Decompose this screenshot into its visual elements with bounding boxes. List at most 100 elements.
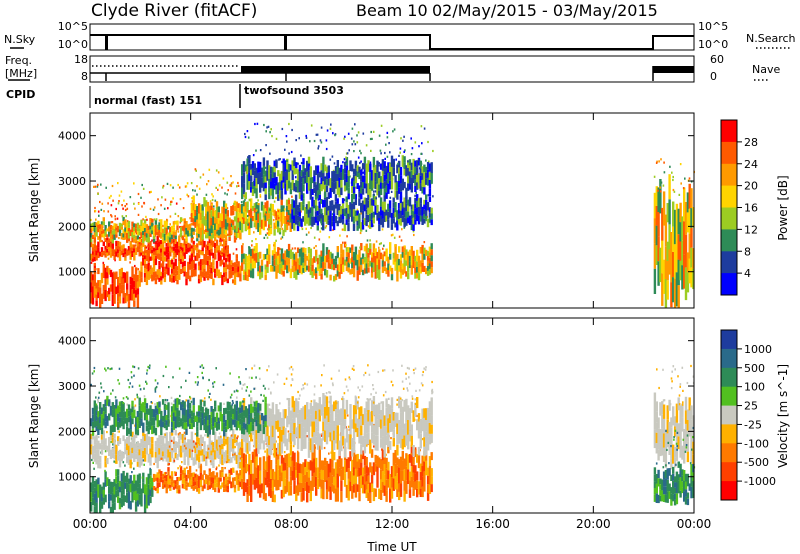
power-cell-5 bbox=[320, 273, 323, 280]
power-cell-7 bbox=[255, 167, 258, 178]
velocity-cell-3 bbox=[298, 482, 302, 493]
power-cell-5 bbox=[253, 253, 256, 261]
power-cell-7 bbox=[358, 191, 361, 198]
power-scatter bbox=[230, 184, 233, 188]
velocity-cell-3 bbox=[387, 470, 390, 479]
velocity-cell-1 bbox=[117, 450, 120, 456]
power-cell-3 bbox=[108, 221, 111, 227]
power-cell-7 bbox=[378, 178, 381, 185]
power-cell-3 bbox=[224, 234, 228, 241]
velocity-cell-3 bbox=[334, 462, 338, 476]
velocity-cell-0 bbox=[122, 494, 125, 506]
velocity-cell-2 bbox=[165, 487, 168, 494]
power-cell-5 bbox=[248, 261, 251, 270]
nave-label: Nave bbox=[752, 63, 780, 76]
velocity-cell-2 bbox=[201, 474, 204, 481]
velocity-cell-5 bbox=[221, 414, 224, 423]
power-cell-7 bbox=[398, 160, 401, 168]
velocity-cell-3 bbox=[246, 479, 249, 487]
power-cell-7 bbox=[343, 185, 347, 192]
velocity-cell-3 bbox=[316, 467, 320, 479]
power-cell-1 bbox=[223, 239, 226, 247]
power-cell-7 bbox=[307, 170, 311, 177]
power-cell-5 bbox=[266, 248, 269, 255]
velocity-cell-3 bbox=[289, 476, 293, 486]
power-cell-1 bbox=[124, 248, 127, 252]
velocity-cell-3 bbox=[318, 472, 321, 487]
power-cell-7 bbox=[269, 188, 273, 196]
power-scatter bbox=[370, 130, 372, 134]
power-cell-2 bbox=[174, 258, 177, 267]
power-scatter bbox=[266, 232, 269, 235]
power-cell-3 bbox=[111, 239, 114, 244]
velocity-cell-1 bbox=[165, 432, 168, 440]
power-cell-7 bbox=[273, 160, 276, 167]
velocity-cell-3 bbox=[401, 450, 404, 461]
power-cell-1 bbox=[138, 243, 141, 250]
velocity-scatter bbox=[366, 444, 368, 447]
power-cell-6 bbox=[334, 215, 338, 224]
power-cell-3 bbox=[91, 226, 95, 231]
power-cell-5 bbox=[421, 253, 424, 263]
power-cell-1 bbox=[133, 252, 136, 257]
power-cell-5 bbox=[291, 265, 294, 273]
power-scatter bbox=[381, 228, 384, 231]
power-scatter bbox=[328, 236, 331, 239]
velocity-cell-3 bbox=[302, 475, 305, 488]
velocity-cell-1 bbox=[203, 441, 206, 448]
power-cell-6 bbox=[405, 203, 408, 212]
velocity-cell-3 bbox=[244, 463, 247, 474]
power-cell-7 bbox=[347, 181, 350, 188]
velocity-scatter bbox=[134, 404, 137, 407]
velocity-cell-4 bbox=[322, 412, 325, 422]
velocity-cell-4 bbox=[370, 411, 374, 422]
power-cell-5 bbox=[336, 246, 339, 253]
power-scatter bbox=[232, 181, 234, 184]
power-scatter bbox=[403, 135, 405, 138]
velocity-cell-3 bbox=[329, 486, 332, 500]
velocity-cell-5 bbox=[187, 408, 190, 418]
power-cell-5 bbox=[340, 264, 343, 274]
velocity-cell-4 bbox=[271, 425, 275, 438]
power-cell-2 bbox=[158, 265, 161, 270]
velocity-cell-5 bbox=[100, 407, 104, 415]
velocity-cell-3 bbox=[398, 467, 401, 476]
velocity-cell-3 bbox=[419, 471, 422, 481]
velocity-cell-4 bbox=[360, 415, 363, 426]
power-cell-4 bbox=[253, 208, 256, 213]
velocity-cell-1 bbox=[127, 455, 131, 465]
velocity-cell-3 bbox=[399, 483, 403, 497]
velocity-cell-4 bbox=[331, 440, 334, 453]
velocity-cell-2 bbox=[167, 475, 170, 480]
velocity-cell-3 bbox=[262, 470, 266, 485]
power-cell-7 bbox=[378, 191, 381, 198]
velocity-cell-5 bbox=[264, 415, 267, 422]
velocity-cell-3 bbox=[379, 479, 383, 490]
power-cell-5 bbox=[322, 252, 325, 262]
power-scatter bbox=[114, 259, 116, 262]
velocity-cell-0 bbox=[120, 490, 123, 499]
velocity-cell-2 bbox=[203, 479, 206, 485]
power-cell-4 bbox=[221, 228, 224, 236]
power-cell-5 bbox=[342, 257, 345, 265]
velocity-cell-5 bbox=[181, 400, 185, 408]
power-cell-6 bbox=[332, 221, 336, 231]
velocity-scatter bbox=[218, 445, 221, 448]
velocity-scatter bbox=[220, 435, 222, 438]
power-cell-7 bbox=[273, 172, 276, 178]
power-cell-1 bbox=[176, 248, 179, 256]
power-ytick-label: 3000 bbox=[58, 175, 86, 188]
power-cell-6 bbox=[291, 199, 294, 210]
velocity-cell-4 bbox=[401, 428, 404, 439]
velocity-cell-3 bbox=[403, 480, 406, 491]
velocity-cell-3 bbox=[287, 481, 291, 496]
velocity-cell-5 bbox=[179, 418, 183, 427]
velocity-cell-1 bbox=[239, 461, 242, 469]
velocity-cell-5 bbox=[248, 424, 251, 435]
power-cell-2 bbox=[188, 275, 192, 282]
power-cell-7 bbox=[407, 175, 410, 184]
power-cell-7 bbox=[369, 163, 372, 173]
velocity-scatter bbox=[343, 392, 346, 395]
power-scatter bbox=[290, 150, 293, 154]
power-cell-5 bbox=[392, 252, 395, 259]
